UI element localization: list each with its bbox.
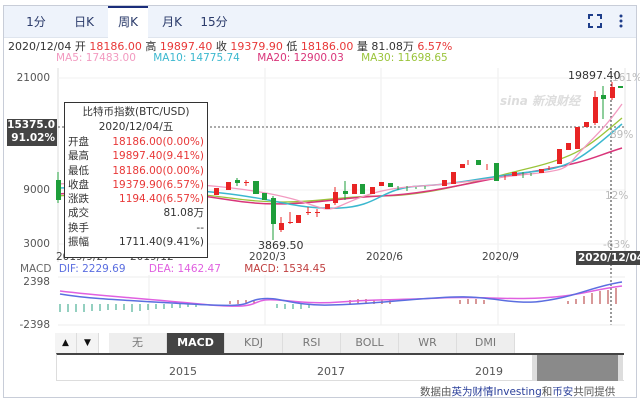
nav-label-2015: 2015 [169, 365, 197, 378]
x-tick-2020-6: 2020/6 [366, 251, 403, 263]
nav-label-2017: 2017 [317, 365, 345, 378]
time-navigator[interactable]: 2015 2017 2019 [56, 353, 624, 381]
y-tick-9000: 9000 [23, 184, 50, 196]
candles [56, 82, 623, 240]
period-tabbar: 1分 日K 周K 月K 15分 [4, 6, 636, 38]
candle-tooltip: 比特币指数(BTC/USD) 2020/12/04/五 开盘 18186.00(0… [64, 102, 208, 258]
info-low: 18186.00 [300, 40, 354, 53]
pct-tick-2: 89% [610, 129, 634, 141]
tab-daily[interactable]: 日K [74, 15, 94, 29]
indicator-tabs: ▲ ▼ 无 MACD KDJ RSI BOLL WR DMI [55, 333, 515, 353]
tooltip-title: 比特币指数(BTC/USD) [82, 106, 190, 118]
more-vertical-icon[interactable] [618, 14, 624, 32]
indicator-up-button[interactable]: ▲ [55, 333, 77, 353]
pct-tick-3: 12% [605, 190, 629, 202]
tab-1min[interactable]: 1分 [26, 15, 46, 29]
ma-legend: MA5: 17483.00 MA10: 14775.74 MA20: 12900… [56, 52, 462, 64]
tooltip-row-close: 收盘 19379.90(6.57%) [68, 178, 204, 191]
indicator-tab-dmi[interactable]: DMI [457, 333, 515, 353]
data-credit: 数据由英为财情Investing和币安共同提供 [420, 386, 616, 398]
tooltip-row-high: 最高 19897.40(9.41%) [68, 150, 204, 163]
tab-weekly[interactable]: 周K [108, 6, 148, 38]
crosshair-price-label: 15375.0 91.02% [7, 119, 57, 146]
binance-link[interactable]: 币安 [552, 386, 574, 398]
tooltip-row-volume: 成交 81.08万 [68, 207, 204, 220]
low-annotation: 3869.50 [258, 239, 304, 252]
nav-label-2019: 2019 [475, 365, 503, 378]
investing-link[interactable]: 英为财情Investing [451, 386, 542, 398]
fullscreen-icon[interactable] [588, 14, 602, 32]
navigator-selection-handle[interactable] [532, 355, 623, 381]
indicator-tab-boll[interactable]: BOLL [341, 333, 399, 353]
tooltip-row-amplitude: 振幅 1711.40(9.41%) [68, 236, 204, 249]
sina-watermark: sina 新浪财经 [500, 94, 581, 108]
tooltip-row-open: 开盘 18186.00(0.00%) [68, 136, 204, 148]
info-volume: 81.08万 [371, 40, 414, 53]
info-high: 19897.40 [159, 40, 213, 53]
indicator-tab-kdj[interactable]: KDJ [225, 333, 283, 353]
y-tick-3000: 3000 [23, 238, 50, 250]
macd-legend: MACD DIF: 2229.69 DEA: 1462.47 MACD: 153… [20, 263, 346, 275]
ohlc-info-line: 2020/12/04 开 18186.00 高 19897.40 收 19379… [8, 40, 453, 53]
indicator-tab-rsi[interactable]: RSI [283, 333, 341, 353]
info-close: 19379.90 [230, 40, 283, 53]
ma30-legend: MA30: 11698.65 [361, 52, 448, 64]
macd-ymax: 2398 [23, 276, 50, 288]
indicator-tab-none[interactable]: 无 [109, 333, 167, 353]
macd-value: MACD: 1534.45 [244, 263, 327, 275]
info-change: 6.57% [417, 40, 453, 53]
indicator-tab-wr[interactable]: WR [399, 333, 457, 353]
info-open: 18186.00 [89, 40, 142, 53]
macd-title: MACD [20, 263, 52, 275]
dea-value: DEA: 1462.47 [148, 263, 221, 275]
x-tick-2020-3: 2020/3 [249, 251, 286, 263]
y-tick-21000: 21000 [16, 72, 50, 84]
tooltip-row-change: 涨跌 1194.40(6.57%) [68, 193, 204, 206]
tooltip-row-low: 最低 18186.00(0.00%) [68, 164, 204, 177]
macd-ymin: -2398 [19, 319, 50, 331]
ma5-legend: MA5: 17483.00 [56, 52, 136, 64]
tooltip-row-turnover: 换手 -- [68, 221, 204, 234]
x-tick-2020-9: 2020/9 [482, 251, 519, 263]
pct-tick-1: 161% [612, 72, 640, 84]
pct-tick-4: -63% [603, 239, 631, 251]
dif-value: DIF: 2229.69 [58, 263, 126, 275]
tab-15min[interactable]: 15分 [200, 15, 228, 29]
tab-monthly[interactable]: 月K [162, 15, 182, 29]
info-date: 2020/12/04 [8, 40, 72, 53]
ma20-legend: MA20: 12900.03 [257, 52, 344, 64]
indicator-down-button[interactable]: ▼ [77, 333, 99, 353]
tooltip-date: 2020/12/04/五 [98, 121, 174, 133]
crosshair-date-badge: 2020/12/04 [576, 251, 640, 265]
ma10-legend: MA10: 14775.74 [153, 52, 240, 64]
high-annotation: 19897.40 [568, 69, 621, 82]
indicator-tab-macd[interactable]: MACD [167, 333, 225, 353]
